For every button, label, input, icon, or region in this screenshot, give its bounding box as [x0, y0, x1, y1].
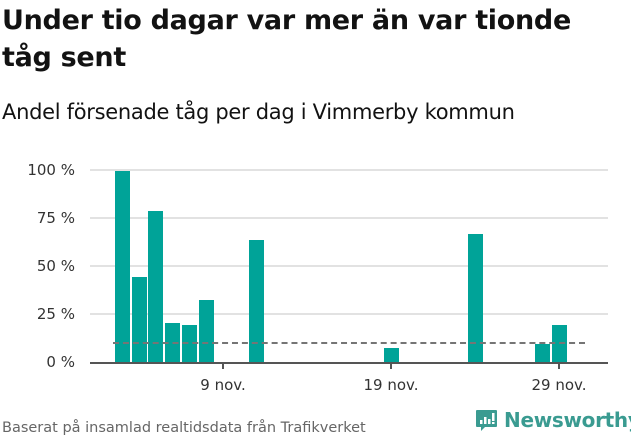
y-tick-label: 75 %	[36, 209, 75, 227]
bar	[467, 234, 483, 363]
x-tick-label: 29 nov.	[531, 376, 587, 394]
bar	[534, 343, 550, 363]
average-reference-line	[113, 342, 585, 344]
chart-bubble-icon	[476, 409, 497, 431]
gridline-50	[90, 265, 608, 267]
y-tick-label: 50 %	[36, 257, 75, 275]
x-tick-label: 9 nov.	[200, 376, 246, 394]
gridline-75	[90, 217, 608, 219]
chart-subtitle: Andel försenade tåg per dag i Vimmerby k…	[2, 100, 515, 124]
source-note: Baserat på insamlad realtidsdata från Tr…	[2, 420, 366, 436]
brand-name: Newsworthy	[504, 408, 631, 432]
x-axis	[90, 362, 608, 364]
x-tick	[558, 363, 560, 369]
x-tick	[390, 363, 392, 369]
x-tick	[222, 363, 224, 369]
bar	[148, 211, 164, 363]
x-tick-label: 19 nov.	[363, 376, 419, 394]
gridline-25	[90, 313, 608, 315]
bar	[198, 299, 214, 363]
bar	[131, 276, 147, 363]
bar	[249, 240, 265, 363]
chart-title: Under tio dagar var mer än var tionde tå…	[2, 5, 571, 73]
bar	[114, 171, 130, 363]
y-tick-label: 100 %	[27, 161, 75, 179]
newsworthy-logo: Newsworthy	[475, 408, 631, 432]
bar	[383, 347, 399, 363]
y-tick-label: 25 %	[36, 305, 75, 323]
gridline-100	[90, 169, 608, 171]
y-tick-label: 0 %	[46, 353, 75, 371]
